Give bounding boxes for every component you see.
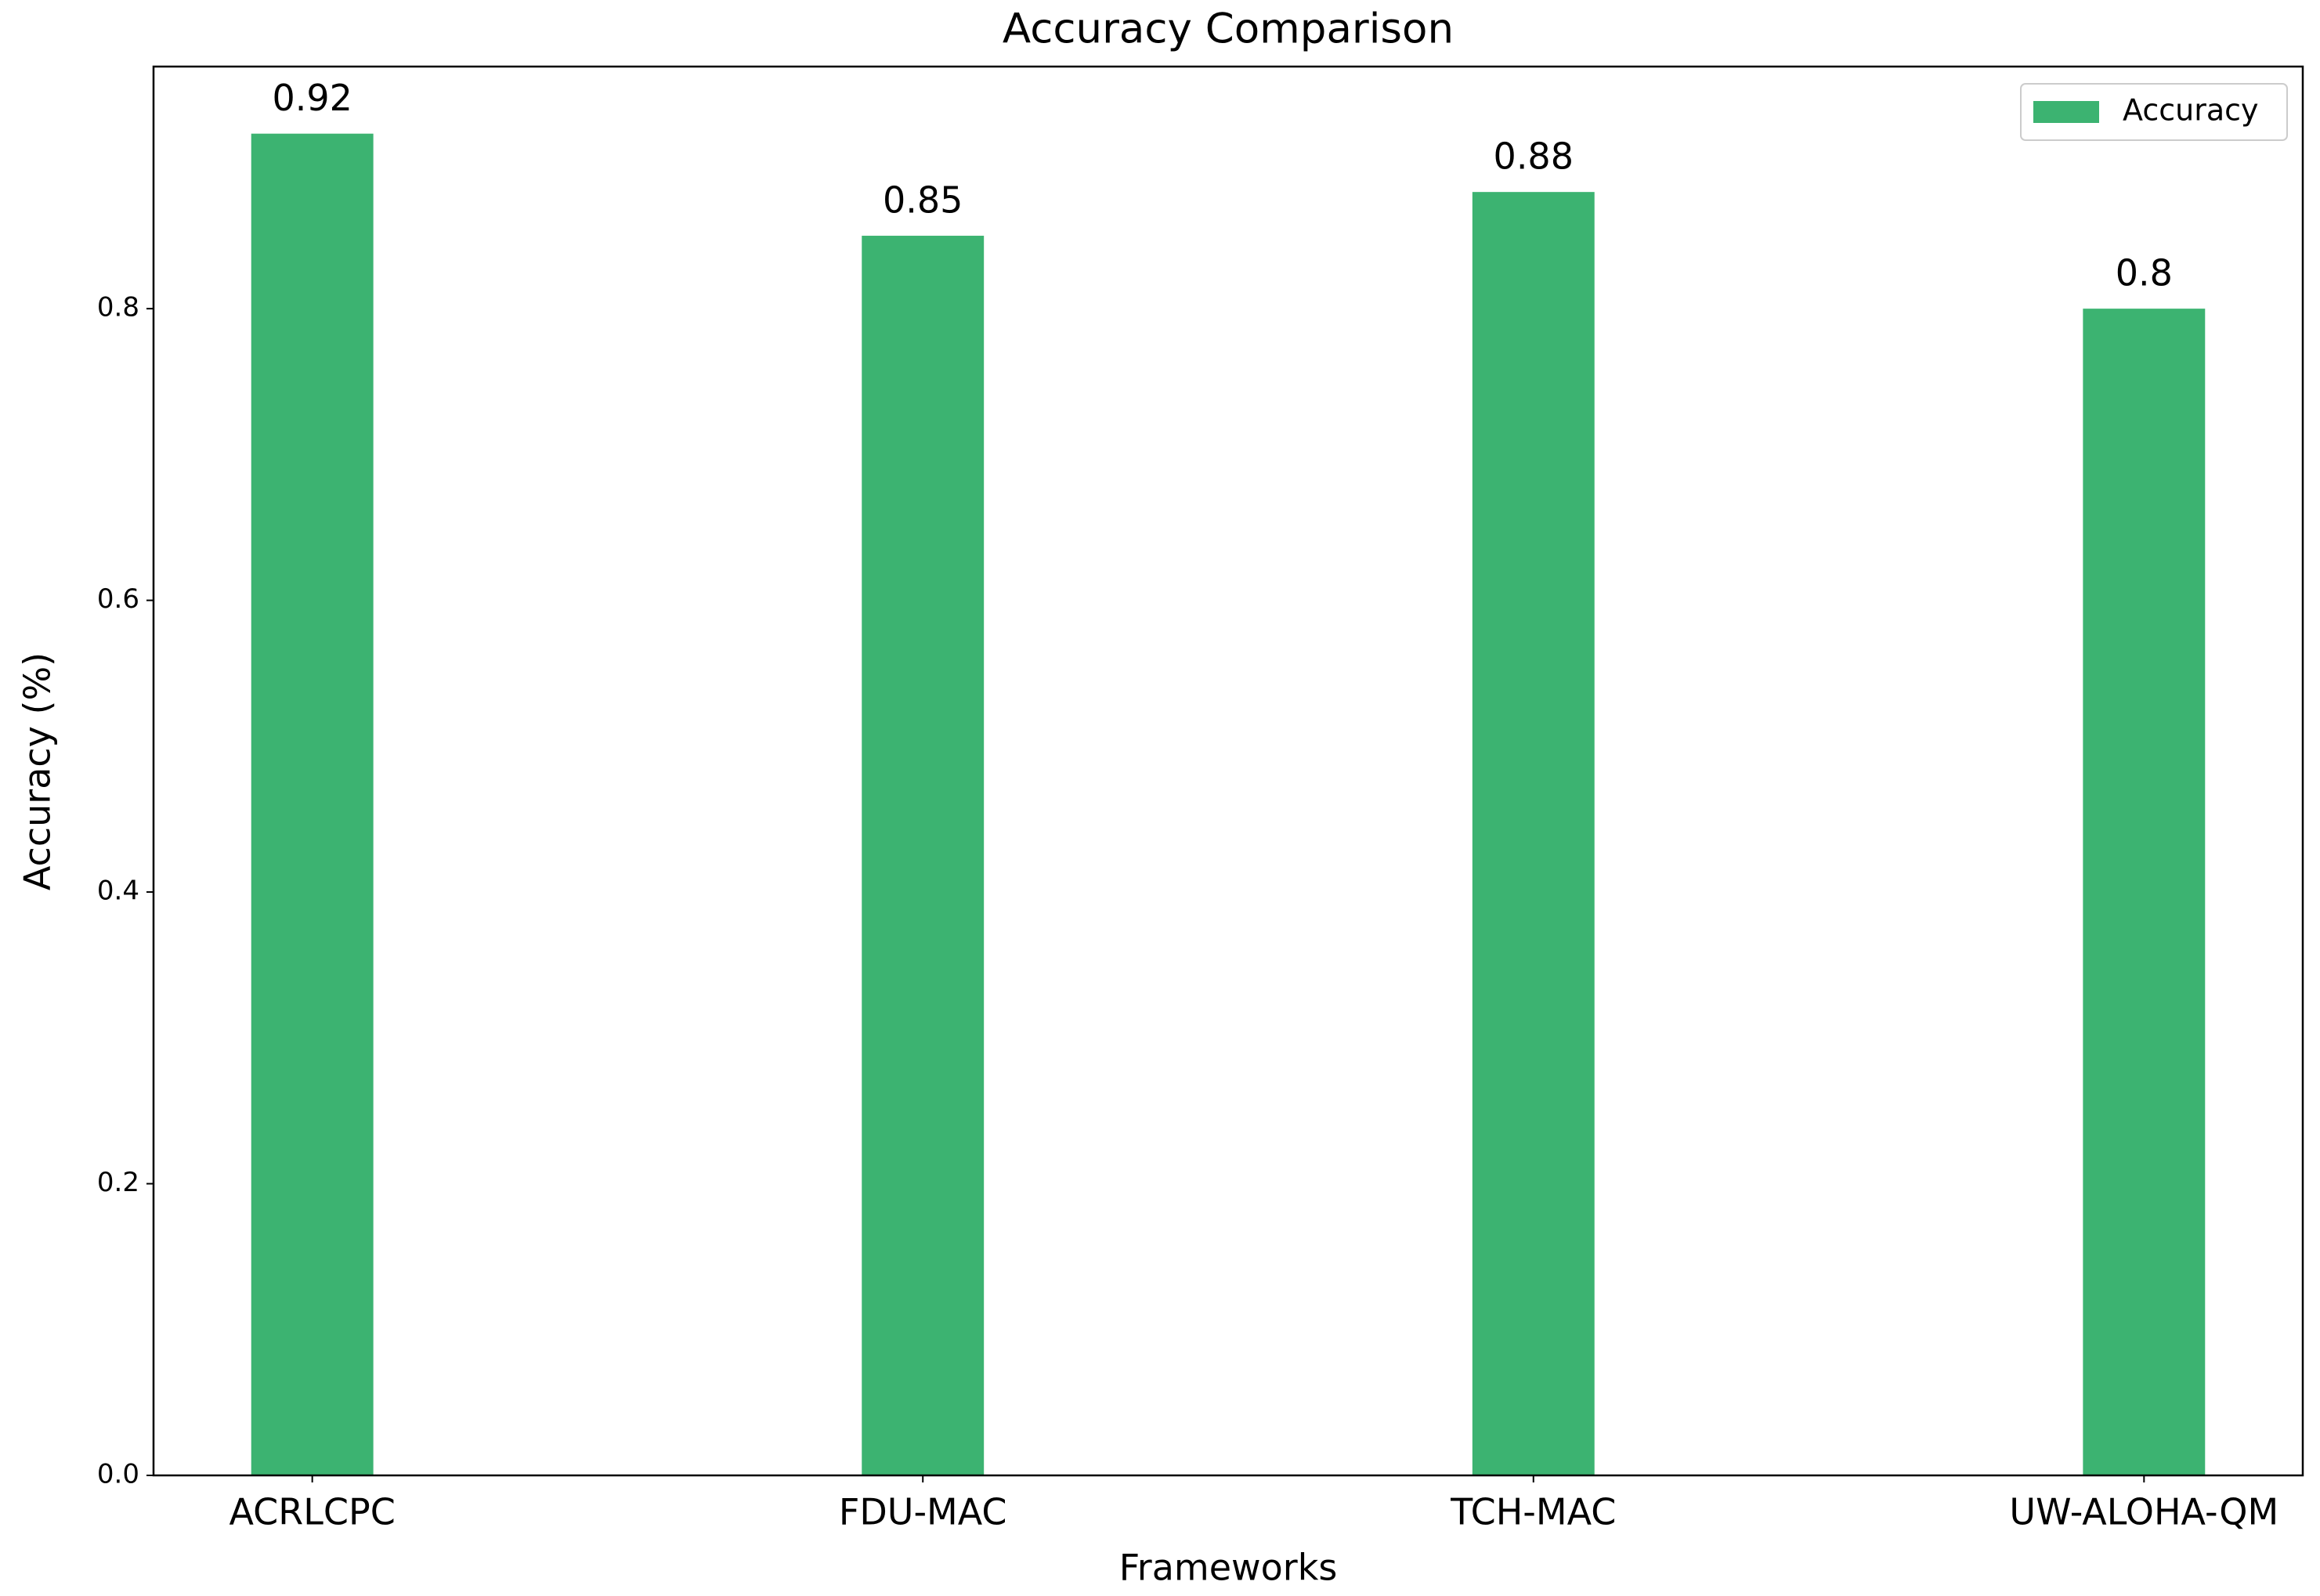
y-axis-label: Accuracy (%) [16, 652, 59, 890]
bar [2083, 309, 2206, 1476]
y-tick-label: 0.6 [97, 583, 139, 615]
x-tick-label: FDU-MAC [839, 1491, 1007, 1533]
legend-frame [2020, 83, 2288, 141]
x-tick-label: UW-ALOHA-QM [2009, 1491, 2278, 1533]
chart-title: Accuracy Comparison [1003, 5, 1454, 53]
value-label: 0.8 [2116, 252, 2173, 294]
y-tick-label: 0.0 [97, 1459, 139, 1490]
x-axis-label: Frameworks [1119, 1547, 1338, 1589]
legend-label: Accuracy [2123, 93, 2259, 128]
legend-swatch [2033, 101, 2099, 123]
y-tick-label: 0.8 [97, 292, 139, 323]
x-tick-label: ACRLCPC [229, 1491, 396, 1533]
value-label: 0.85 [883, 179, 963, 222]
value-label: 0.92 [272, 77, 352, 119]
y-tick-label: 0.4 [97, 876, 139, 907]
plot-frame [152, 65, 2304, 1477]
value-label: 0.88 [1494, 135, 1574, 178]
legend: Accuracy [2020, 83, 2288, 141]
bar [251, 133, 374, 1476]
x-tick-label: TCH-MAC [1450, 1491, 1616, 1533]
y-tick-label: 0.2 [97, 1167, 139, 1198]
bar [862, 236, 985, 1475]
bar [1472, 192, 1595, 1475]
